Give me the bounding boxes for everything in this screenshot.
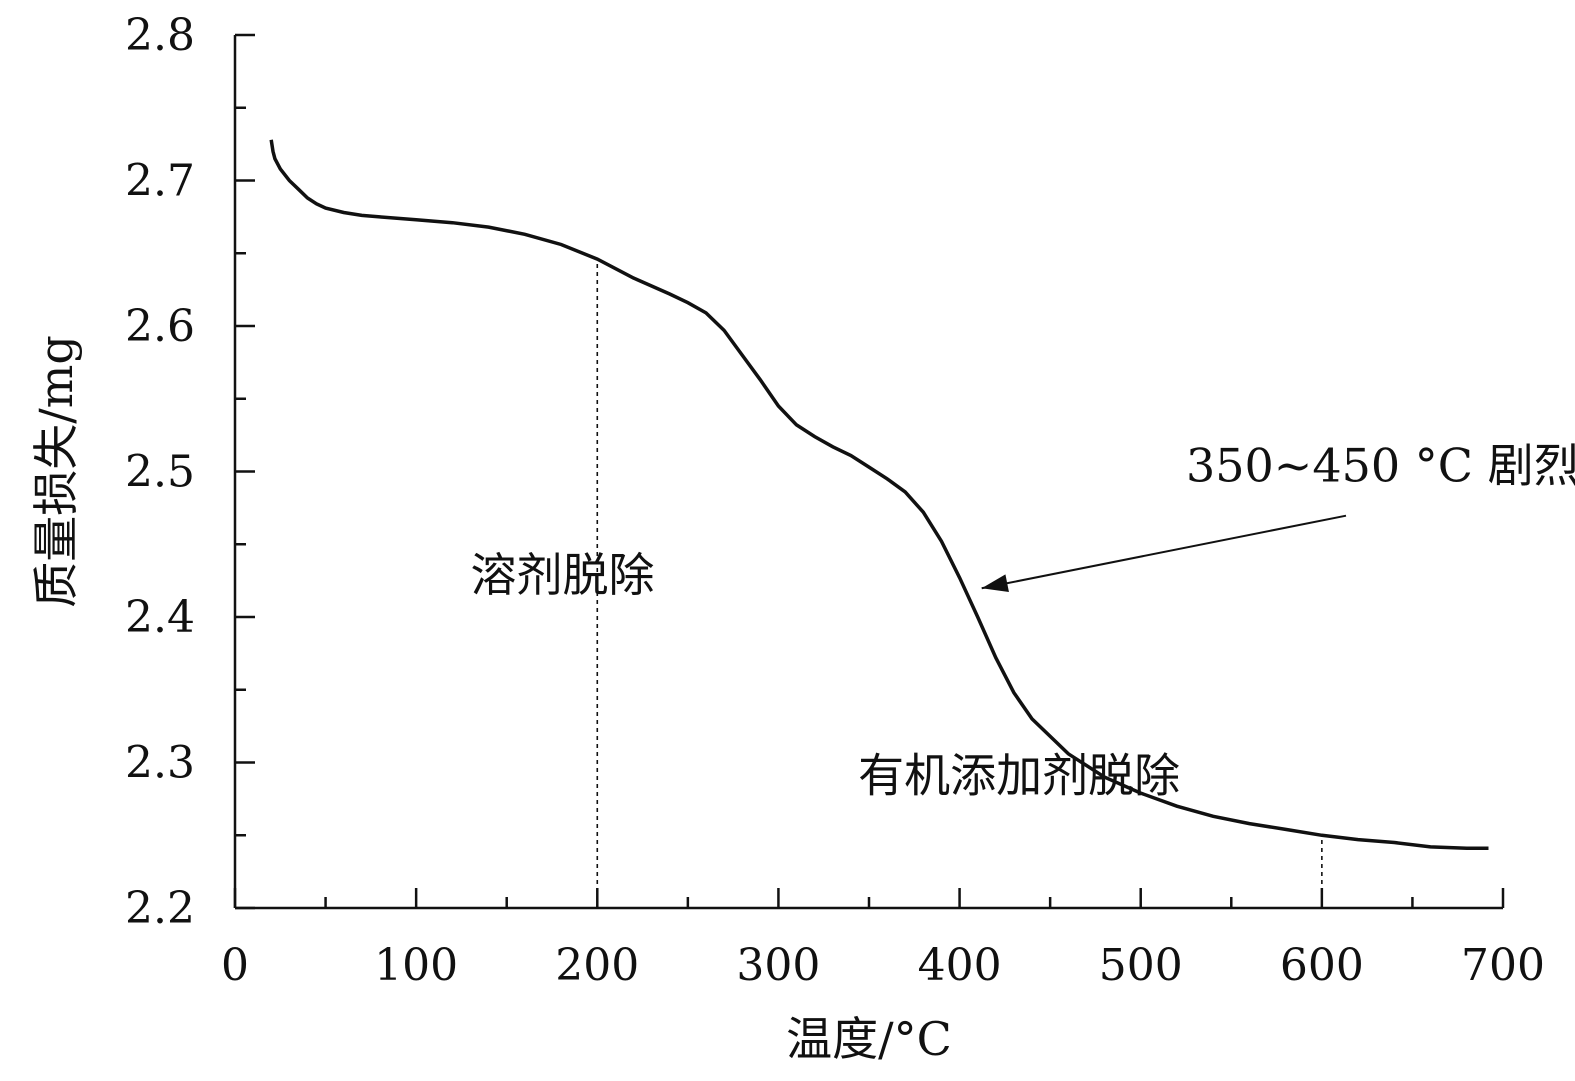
annotation-2: 有机添加剂脱除 <box>858 749 1180 803</box>
x-tick-label: 300 <box>736 940 820 991</box>
x-tick-label: 0 <box>221 940 249 991</box>
x-tick-label: 600 <box>1280 940 1364 991</box>
x-axis-title: 温度/°C <box>786 1012 952 1066</box>
y-tick-label: 2.3 <box>125 738 195 789</box>
mass-loss-curve <box>269 139 1489 851</box>
y-ticks: 2.2 2.3 2.4 2.5 2.6 2.7 2.8 <box>125 10 255 934</box>
annotation-arrow-head <box>981 574 1009 593</box>
x-tick-label: 100 <box>374 940 458 991</box>
x-tick-label: 700 <box>1461 940 1545 991</box>
y-tick-label: 2.2 <box>125 883 195 934</box>
x-tick-label: 200 <box>555 940 639 991</box>
y-tick-label: 2.7 <box>125 156 195 207</box>
x-tick-label: 500 <box>1099 940 1183 991</box>
y-axis-title: 质量损失/mg <box>29 335 83 608</box>
annotation-arrow-line <box>981 514 1347 590</box>
y-tick-label: 2.8 <box>125 10 195 61</box>
reference-lines <box>596 260 1323 908</box>
y-tick-label: 2.5 <box>125 447 195 498</box>
annotation-3: 350~450 °C 剧烈热解 <box>1186 439 1575 493</box>
x-ticks: 0 100 200 300 400 500 600 700 <box>221 888 1545 991</box>
annotation-1: 溶剂脱除 <box>470 548 654 602</box>
x-tick-label: 400 <box>918 940 1002 991</box>
y-tick-label: 2.4 <box>125 592 195 643</box>
y-tick-label: 2.6 <box>125 301 195 352</box>
